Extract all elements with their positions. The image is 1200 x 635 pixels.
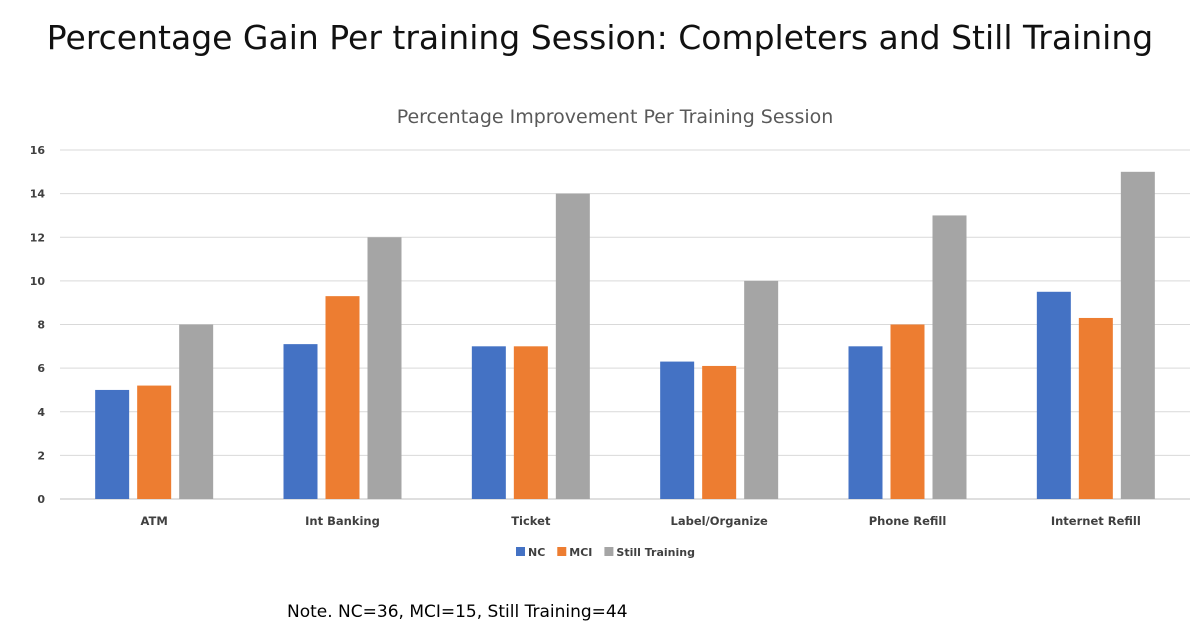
bar-still-training [932, 215, 967, 499]
bar-nc [1036, 291, 1071, 499]
legend-label: NC [528, 546, 545, 559]
bar-chart: Percentage Improvement Per Training Sess… [30, 106, 1190, 559]
x-tick-label: Ticket [511, 514, 551, 528]
legend-label: Still Training [616, 546, 695, 559]
slide-title: Percentage Gain Per training Session: Co… [46, 18, 1154, 57]
x-axis-ticks: ATM Int Banking Ticket Label/Organize Phone … [141, 514, 1141, 528]
bar-nc [848, 346, 883, 499]
x-tick-label: Label/Organize [671, 514, 769, 528]
x-tick-label: Phone Refill [869, 514, 947, 528]
bars [95, 171, 1155, 499]
legend-label: MCI [569, 546, 592, 559]
y-tick-label: 14 [30, 188, 46, 201]
x-tick-label: Internet Refill [1051, 514, 1141, 528]
bar-mci [1078, 317, 1113, 499]
bar-nc [95, 389, 130, 499]
legend-swatch [604, 547, 614, 556]
bar-mci [513, 346, 548, 499]
bar-nc [660, 361, 695, 499]
gridlines [60, 149, 1190, 500]
y-tick-label: 10 [30, 275, 46, 288]
bar-still-training [744, 280, 779, 499]
bar-still-training [367, 237, 402, 499]
bar-still-training [179, 324, 214, 499]
legend-swatch [516, 547, 525, 556]
bar-nc [471, 346, 506, 499]
x-tick-label: ATM [141, 514, 168, 528]
bar-mci [137, 385, 172, 499]
y-tick-label: 6 [37, 362, 45, 375]
y-axis-ticks: 0 2 4 6 8 10 12 14 16 [30, 144, 46, 506]
bar-mci [890, 324, 925, 499]
x-tick-label: Int Banking [305, 514, 380, 528]
bar-mci [325, 296, 360, 499]
chart-title: Percentage Improvement Per Training Sess… [397, 106, 834, 128]
legend: NC MCI Still Training [516, 546, 695, 559]
y-tick-label: 8 [37, 319, 45, 332]
y-tick-label: 16 [30, 144, 46, 157]
y-tick-label: 2 [37, 449, 45, 462]
legend-swatch [557, 547, 567, 556]
note-text: Note. NC=36, MCI=15, Still Training=44 [287, 602, 628, 622]
bar-nc [283, 344, 318, 499]
y-tick-label: 0 [37, 493, 45, 506]
y-tick-label: 12 [30, 231, 45, 244]
bar-mci [702, 365, 737, 499]
y-tick-label: 4 [37, 406, 45, 419]
bar-still-training [555, 193, 590, 499]
bar-still-training [1120, 171, 1155, 499]
